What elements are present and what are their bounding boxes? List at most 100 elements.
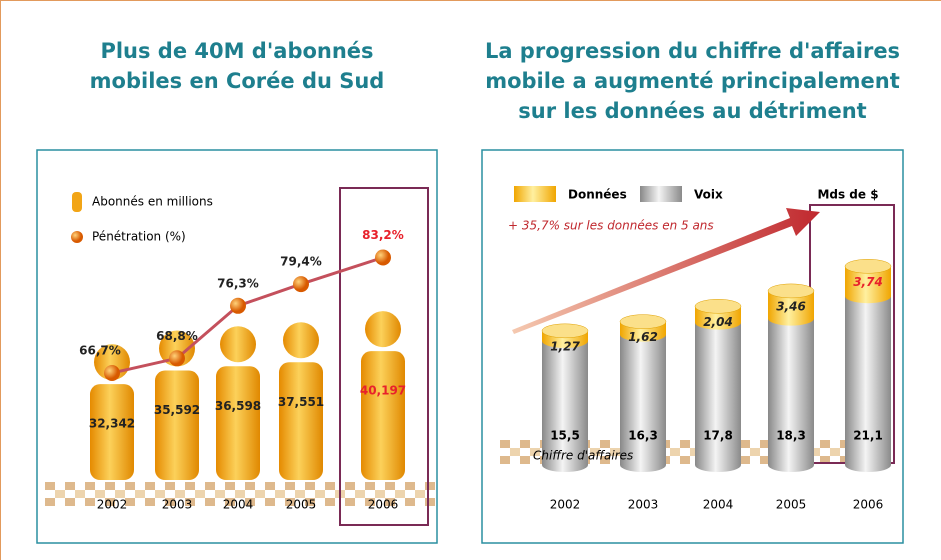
value-label: 3,46 [776,299,806,313]
floor-tile [740,440,750,448]
floor-tile [590,448,600,456]
floor-tile [235,490,245,498]
bar-donnees [845,266,891,304]
annotation: + 35,7% sur les données en 5 ans [508,219,714,233]
x-tick-label: 2005 [286,498,317,512]
floor-tile [205,498,215,506]
floor-tile [750,448,760,456]
value-label: 37,551 [278,395,324,409]
x-tick-label: 2003 [162,498,193,512]
floor-tile [305,498,315,506]
legend-icon [514,186,556,202]
floor-tile [425,482,435,490]
x-tick-label: 2006 [853,498,884,512]
figure [361,311,405,480]
x-tick-label: 2005 [776,498,807,512]
floor-tile [255,490,265,498]
floor-tile [520,456,530,464]
floor-tile [175,490,185,498]
floor-tile [125,498,135,506]
floor-tile [415,490,425,498]
figure-head [159,330,195,367]
x-tick-label: 2002 [550,498,581,512]
legend-label: Voix [694,188,723,202]
floor-tile [195,490,205,498]
floor-tile [405,482,415,490]
figure-body [155,370,199,480]
floor-tile [85,498,95,506]
floor-tile [355,490,365,498]
legend-icon [72,192,82,212]
floor-tile [405,498,415,506]
chart-title: Plus de 40M d'abonnés mobiles en Corée d… [89,39,385,93]
cylinder-cap [844,259,892,274]
value-label: 76,3% [217,276,259,290]
floor-tile [275,490,285,498]
floor-tile [65,482,75,490]
x-tick-label: 2004 [703,498,734,512]
bar-voix [845,296,891,472]
floor-tile [830,448,840,456]
floor-tile [810,448,820,456]
floor-tile [365,482,375,490]
floor-tile [325,482,335,490]
floor-tile [185,482,195,490]
floor-tile [85,482,95,490]
legend-label: Données [568,188,627,202]
annotation: Chiffre d'affaires [533,449,633,463]
floor-tile [105,482,115,490]
value-label: 35,592 [154,403,200,417]
chart-title: La progression du chiffre d'affaires mob… [484,39,901,123]
floor-tile [315,490,325,498]
floor-tile [425,498,435,506]
floor-tile [510,448,520,456]
x-tick-label: 2006 [368,498,399,512]
floor-tile [185,498,195,506]
floor-tile [760,440,770,448]
value-label: 1,62 [628,330,658,344]
floor-tile [740,456,750,464]
bar-voix [768,318,814,472]
floor-tile [395,490,405,498]
value-label: 18,3 [776,429,806,443]
value-label: 15,5 [550,429,580,443]
x-tick-label: 2002 [97,498,128,512]
floor-tile [345,498,355,506]
floor-tile [65,498,75,506]
cylinder-cap [767,283,815,299]
highlight-box [339,187,429,526]
penetration-point [104,365,120,381]
value-label: 83,2% [362,228,404,242]
legend-label: Abonnés en millions [92,195,213,209]
floor-tile [245,498,255,506]
floor-tile [385,482,395,490]
floor-tile [205,482,215,490]
floor-tile [680,440,690,448]
value-label: 32,342 [89,417,135,431]
penetration-point [375,249,391,266]
unit-label: Mds de $ [817,188,878,202]
floor-tile [105,498,115,506]
cylinder-cap [541,323,589,339]
floor-tile [600,456,610,464]
figure [279,322,323,480]
floor-tile [670,448,680,456]
floor-tile [520,440,530,448]
floor-tile [295,490,305,498]
floor-tile [325,498,335,506]
value-label: 79,4% [280,255,322,269]
floor-tile [265,498,275,506]
floor-tile [530,448,540,456]
floor-tile [285,482,295,490]
cylinder-cap [619,314,667,329]
value-label: 66,7% [79,344,121,358]
floor-tile [225,482,235,490]
floor-tile [95,490,105,498]
floor-tile [135,490,145,498]
floor-tile [500,456,510,464]
value-label: 36,598 [215,399,261,413]
figure-head [220,326,256,363]
